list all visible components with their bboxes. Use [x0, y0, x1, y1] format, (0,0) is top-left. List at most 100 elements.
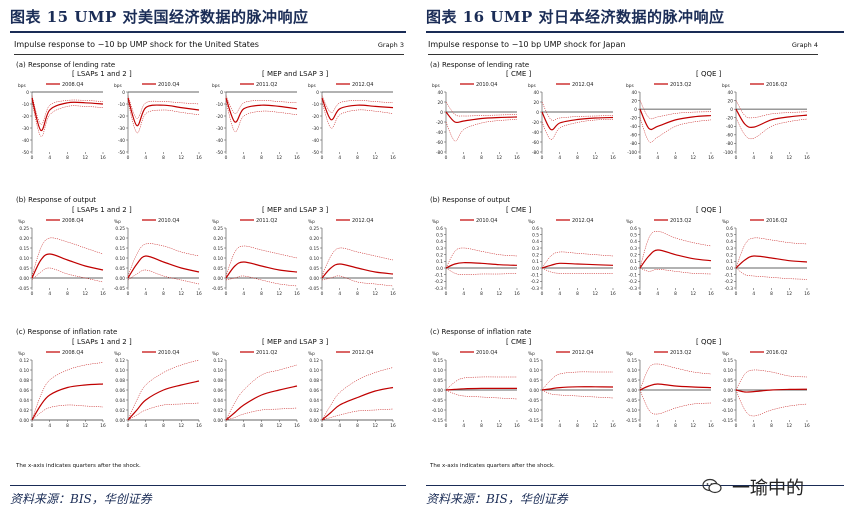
- us-chart-panel: 0.25 0.20 0.15 0.10 0.05 0.00 -0.050 4 8 12 16 %p 20…: [114, 218, 202, 297]
- estimate-line: [639, 249, 712, 269]
- fig-15-source: 资料来源：BIS，华创证券: [10, 492, 152, 506]
- y-tick-label: 0.05: [529, 378, 539, 384]
- x-tick-label: 12: [179, 291, 185, 297]
- lower-band-line: [321, 408, 394, 421]
- y-tick-label: 0.2: [436, 252, 443, 258]
- legend-label: 2010.Q4: [476, 82, 497, 88]
- y-tick-label: 0.08: [213, 378, 223, 384]
- unit-label: bps: [212, 83, 220, 89]
- y-tick-label: 0.00: [529, 388, 539, 394]
- y-tick-label: 40: [438, 90, 444, 96]
- legend-label: 2013.Q2: [670, 82, 691, 88]
- y-tick-label: 0.00: [115, 418, 125, 424]
- x-tick-label: 8: [674, 423, 677, 429]
- lower-band-line: [445, 267, 518, 275]
- estimate-line: [225, 261, 298, 279]
- y-tick-label: 0.04: [19, 398, 29, 404]
- y-tick-label: -0.15: [432, 418, 443, 424]
- upper-band-line: [225, 245, 298, 277]
- x-tick-label: 4: [338, 155, 341, 161]
- x-tick-label: 4: [752, 155, 755, 161]
- x-tick-label: 16: [514, 155, 520, 161]
- lower-band-line: [735, 389, 808, 417]
- y-tick-label: 0: [440, 110, 443, 116]
- y-tick-label: -20: [118, 114, 125, 120]
- lower-band-line: [31, 267, 104, 283]
- estimate-line: [541, 262, 614, 269]
- y-tick-label: 0.0: [726, 266, 733, 272]
- estimate-line: [735, 388, 808, 393]
- unit-label: %p: [432, 351, 439, 357]
- upper-band-line: [321, 95, 394, 113]
- y-tick-label: -10: [312, 102, 319, 108]
- x-tick-label: 0: [225, 155, 228, 161]
- us-doc-heading: Impulse response to −10 bp UMP shock for…: [14, 40, 259, 49]
- watermark-text: 一瑜中的: [732, 478, 804, 499]
- y-tick-label: -0.2: [435, 279, 444, 285]
- y-tick-label: 0.2: [726, 252, 733, 258]
- x-tick-label: 16: [708, 155, 714, 161]
- x-tick-label: 4: [656, 423, 659, 429]
- y-tick-label: -0.10: [432, 408, 443, 414]
- x-tick-label: 0: [127, 423, 130, 429]
- x-tick-label: 4: [462, 291, 465, 297]
- y-tick-label: 0.06: [19, 388, 29, 394]
- y-tick-label: 0.00: [627, 388, 637, 394]
- estimate-line: [445, 262, 518, 269]
- y-tick-label: 0: [220, 90, 223, 96]
- estimate-line: [735, 108, 808, 128]
- x-tick-label: 4: [656, 155, 659, 161]
- estimate-line: [735, 255, 808, 269]
- x-tick-label: 8: [674, 155, 677, 161]
- x-tick-label: 4: [48, 155, 51, 161]
- lower-band-line: [541, 267, 613, 274]
- y-tick-label: -100: [627, 150, 637, 156]
- y-tick-label: 0: [122, 90, 125, 96]
- y-tick-label: 0.10: [115, 368, 125, 374]
- unit-label: %p: [18, 351, 25, 357]
- upper-band-line: [541, 251, 614, 269]
- estimate-line: [31, 97, 104, 132]
- y-tick-label: 0: [316, 90, 319, 96]
- y-tick-label: -50: [118, 150, 125, 156]
- y-tick-label: -0.05: [308, 286, 319, 292]
- x-tick-label: 8: [260, 291, 263, 297]
- y-tick-label: 20: [728, 98, 734, 104]
- us-chart-panel: 0.25 0.20 0.15 0.10 0.05 0.00 -0.050 4 8 12 16 %p 20…: [212, 218, 300, 297]
- x-tick-label: 16: [514, 423, 520, 429]
- x-tick-label: 4: [338, 291, 341, 297]
- y-tick-label: -0.05: [114, 286, 125, 292]
- lower-band-line: [225, 101, 298, 133]
- y-tick-label: 0.05: [213, 266, 223, 272]
- japan-graph-label: Graph 4: [791, 41, 818, 49]
- x-tick-label: 16: [196, 155, 202, 161]
- x-tick-label: 0: [541, 291, 544, 297]
- x-tick-label: 12: [691, 423, 697, 429]
- x-tick-label: 0: [127, 291, 130, 297]
- japan-group-label: [ CME ]: [506, 338, 532, 346]
- y-tick-label: -40: [312, 138, 319, 144]
- x-tick-label: 12: [497, 291, 503, 297]
- upper-band-line: [639, 231, 712, 269]
- estimate-line: [639, 383, 712, 391]
- y-tick-label: -40: [630, 124, 637, 130]
- y-tick-label: 0.20: [19, 236, 29, 242]
- japan-impulse-document: Impulse response to −10 bp UMP shock for…: [426, 36, 820, 476]
- x-tick-label: 8: [66, 155, 69, 161]
- y-tick-label: 0.10: [309, 256, 319, 262]
- x-tick-label: 4: [242, 291, 245, 297]
- y-tick-label: 0.08: [19, 378, 29, 384]
- y-tick-label: -0.15: [722, 418, 733, 424]
- x-tick-label: 16: [390, 423, 396, 429]
- x-tick-label: 12: [691, 291, 697, 297]
- fig-16-title: 图表 16 UMP 对日本经济数据的脉冲响应: [426, 8, 725, 26]
- y-tick-label: 0.15: [723, 358, 733, 364]
- y-tick-label: 0.1: [630, 259, 637, 265]
- unit-label: bps: [18, 83, 26, 89]
- y-tick-label: 0.5: [532, 232, 539, 238]
- lower-band-line: [321, 275, 394, 287]
- y-tick-label: -40: [216, 138, 223, 144]
- y-tick-label: -0.05: [432, 398, 443, 404]
